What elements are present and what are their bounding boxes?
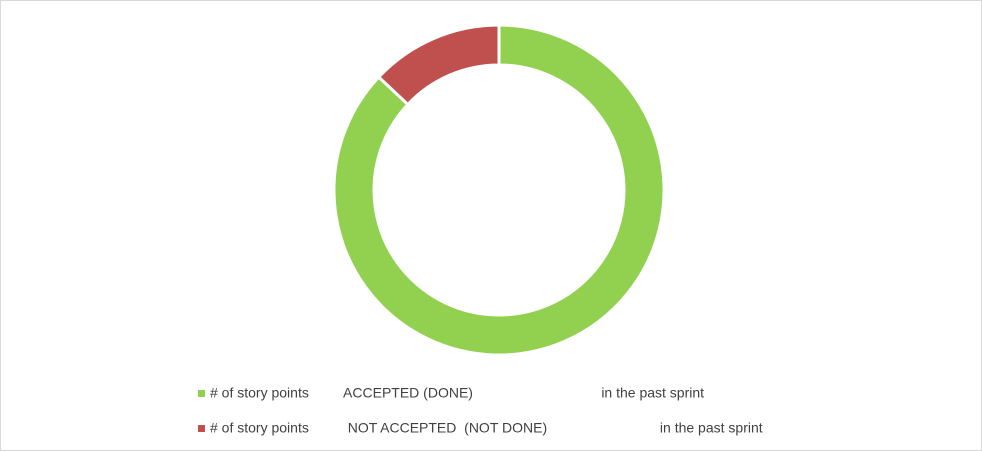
legend-swatch xyxy=(198,390,205,397)
donut-segment xyxy=(332,23,666,357)
donut-segment xyxy=(376,23,501,107)
legend-label: # of story points NOT ACCEPTED (NOT DONE… xyxy=(210,420,763,436)
legend-label: # of story points ACCEPTED (DONE) in the… xyxy=(210,385,704,401)
legend-swatch xyxy=(198,425,205,432)
